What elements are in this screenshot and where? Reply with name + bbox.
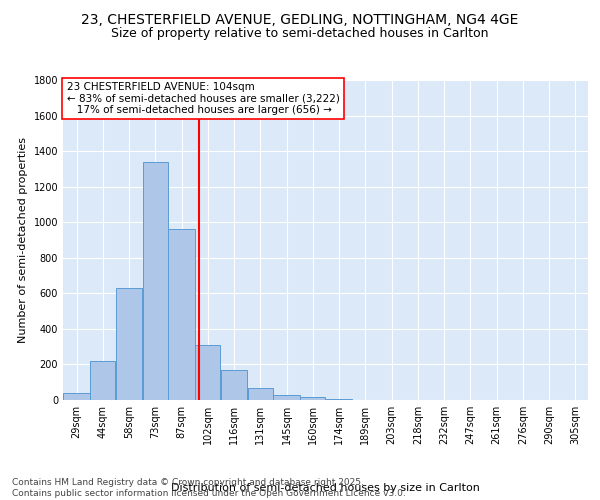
Text: 23, CHESTERFIELD AVENUE, GEDLING, NOTTINGHAM, NG4 4GE: 23, CHESTERFIELD AVENUE, GEDLING, NOTTIN… (82, 12, 518, 26)
Bar (168, 230, 195, 400)
Bar (248, 388, 273, 400)
Bar (221, 370, 247, 400)
Bar (116, 288, 142, 400)
Y-axis label: Number of semi-detached properties: Number of semi-detached properties (18, 137, 28, 343)
Bar (91, 361, 115, 400)
Bar (326, 399, 352, 400)
Text: 23 CHESTERFIELD AVENUE: 104sqm
← 83% of semi-detached houses are smaller (3,222): 23 CHESTERFIELD AVENUE: 104sqm ← 83% of … (67, 82, 340, 115)
X-axis label: Distribution of semi-detached houses by size in Carlton: Distribution of semi-detached houses by … (171, 483, 480, 493)
Bar (196, 345, 220, 400)
Bar (301, 398, 325, 400)
Bar (273, 394, 300, 400)
Bar (63, 393, 90, 400)
Text: Size of property relative to semi-detached houses in Carlton: Size of property relative to semi-detach… (111, 28, 489, 40)
Bar (143, 162, 168, 400)
Text: Contains HM Land Registry data © Crown copyright and database right 2025.
Contai: Contains HM Land Registry data © Crown c… (12, 478, 406, 498)
